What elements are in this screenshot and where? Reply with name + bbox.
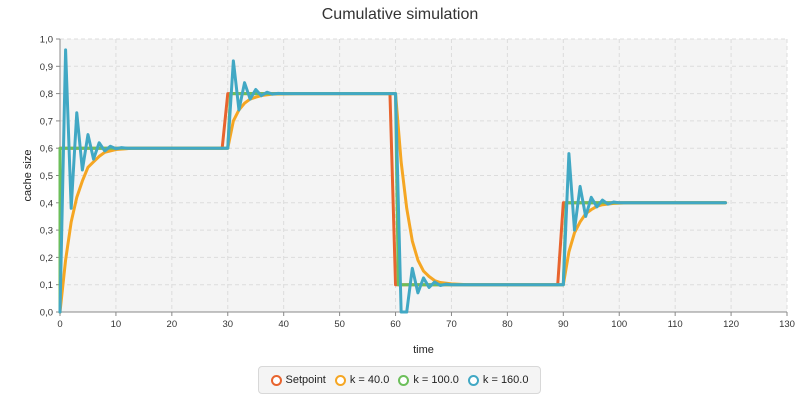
x-tick-label: 80 — [502, 319, 513, 330]
legend-label: k = 40.0 — [349, 374, 390, 386]
y-tick-label: 0,4 — [40, 198, 53, 209]
legend-item: k = 160.0 — [467, 374, 529, 386]
legend-label: Setpoint — [285, 374, 326, 386]
y-tick-label: 0,6 — [40, 144, 53, 155]
legend-label: k = 100.0 — [413, 374, 459, 386]
legend-label: k = 160.0 — [482, 374, 529, 386]
x-tick-label: 50 — [334, 319, 345, 330]
x-tick-label: 20 — [167, 319, 178, 330]
x-axis-title: time — [413, 344, 434, 356]
legend-swatch — [270, 374, 282, 386]
y-tick-label: 1,0 — [40, 35, 53, 46]
x-tick-label: 70 — [446, 319, 457, 330]
x-tick-label: 60 — [390, 319, 401, 330]
y-tick-label: 0,2 — [40, 253, 53, 264]
y-tick-label: 0,1 — [40, 280, 53, 291]
legend-swatch — [334, 374, 346, 386]
x-tick-label: 120 — [723, 319, 739, 330]
y-tick-label: 0,8 — [40, 89, 53, 100]
x-tick-label: 130 — [779, 319, 795, 330]
x-tick-label: 100 — [611, 319, 627, 330]
y-axis-title: cache size — [22, 150, 34, 202]
chart-title: Cumulative simulation — [321, 6, 479, 23]
y-tick-label: 0,5 — [40, 171, 53, 182]
legend-item: k = 100.0 — [398, 374, 459, 386]
legend-item: Setpoint — [270, 374, 326, 386]
series-line-3 — [58, 48, 727, 314]
x-tick-label: 0 — [57, 319, 62, 330]
x-tick-label: 40 — [278, 319, 289, 330]
y-tick-label: 0,0 — [40, 308, 53, 319]
x-tick-label: 30 — [222, 319, 233, 330]
y-tick-label: 0,9 — [40, 62, 53, 73]
legend-swatch — [398, 374, 410, 386]
y-tick-label: 0,3 — [40, 226, 53, 237]
x-tick-label: 90 — [558, 319, 569, 330]
x-tick-label: 110 — [668, 319, 683, 330]
legend-item: k = 40.0 — [334, 374, 390, 386]
x-tick-label: 10 — [111, 319, 122, 330]
legend: Setpoint k = 40.0 k = 100.0 k = 160.0 — [258, 366, 541, 394]
y-tick-label: 0,7 — [40, 116, 53, 127]
legend-swatch — [467, 374, 479, 386]
